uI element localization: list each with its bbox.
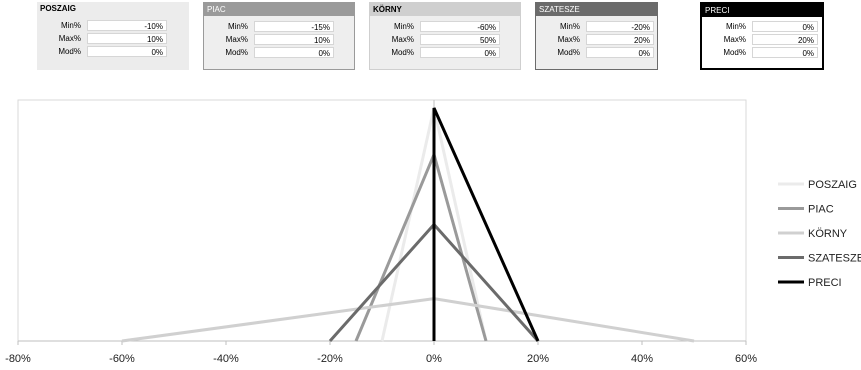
x-axis: -80% -60% -40% -20% 0% 20% 40% 60%	[5, 100, 757, 365]
series-line-preci	[432, 107, 540, 342]
param-value-input[interactable]: 20%	[586, 34, 654, 45]
param-label: Mod%	[391, 48, 414, 57]
legend-label: PIAC	[808, 204, 834, 216]
param-box-piac: PIAC Min% -15% Max% 10% Mod% 0%	[203, 2, 355, 70]
series-lines	[121, 107, 695, 343]
param-value-input[interactable]: 10%	[254, 34, 334, 45]
x-tick-label: 60%	[735, 353, 757, 365]
legend-label: PRECI	[808, 277, 842, 289]
series-line-körny	[121, 297, 695, 343]
param-value-input[interactable]: -10%	[87, 20, 167, 31]
param-label: Min%	[227, 22, 248, 31]
param-value-input[interactable]: 0%	[87, 46, 167, 57]
param-label: Min%	[559, 22, 580, 31]
param-box-poszaig: POSZAIG Min% -10% Max% 10% Mod% 0%	[37, 2, 189, 70]
legend-label: KÖRNY	[808, 228, 848, 240]
param-label: Mod%	[723, 48, 746, 57]
param-box-title: PRECI	[702, 4, 822, 17]
param-label: Max%	[723, 35, 746, 44]
param-label: Min%	[60, 21, 81, 30]
param-box-title: SZATESZE	[536, 3, 657, 16]
param-value-input[interactable]: 0%	[420, 47, 500, 58]
param-label: Mod%	[225, 48, 248, 57]
param-box-title: PIAC	[204, 3, 354, 16]
param-value-input[interactable]: -60%	[420, 21, 500, 32]
param-label: Max%	[225, 35, 248, 44]
legend-label: SZATESZE	[808, 253, 861, 265]
param-label: Max%	[557, 35, 580, 44]
param-box-preci: PRECI Min% 0% Max% 20% Mod% 0%	[700, 2, 824, 70]
param-box-szatesze: SZATESZE Min% -20% Max% 20% Mod% 0%	[535, 2, 658, 70]
param-value-input[interactable]: 0%	[254, 47, 334, 58]
x-tick-label: 40%	[631, 353, 653, 365]
param-label: Mod%	[557, 48, 580, 57]
param-value-input[interactable]: 20%	[752, 34, 818, 45]
x-tick-label: 20%	[527, 353, 549, 365]
param-box-title: KÖRNY	[370, 3, 520, 16]
legend-label: POSZAIG	[808, 179, 857, 191]
triangular-distribution-chart: -80% -60% -40% -20% 0% 20% 40% 60% POSZAIG PIAC K…	[5, 99, 861, 365]
param-label: Mod%	[58, 47, 81, 56]
param-value-input[interactable]: -20%	[586, 21, 654, 32]
legend: POSZAIG PIAC KÖRNY SZATESZE PRECI	[778, 179, 861, 289]
param-label: Min%	[393, 22, 414, 31]
param-value-input[interactable]: 0%	[752, 21, 818, 32]
x-tick-label: -60%	[109, 353, 135, 365]
param-label: Max%	[58, 34, 81, 43]
param-box-title: POSZAIG	[37, 2, 189, 15]
x-tick-label: -20%	[317, 353, 343, 365]
param-box-korny: KÖRNY Min% -60% Max% 50% Mod% 0%	[369, 2, 521, 70]
param-value-input[interactable]: 10%	[87, 33, 167, 44]
param-value-input[interactable]: 50%	[420, 34, 500, 45]
param-value-input[interactable]: 0%	[586, 47, 654, 58]
param-value-input[interactable]: -15%	[254, 21, 334, 32]
param-value-input[interactable]: 0%	[752, 47, 818, 58]
param-label: Min%	[725, 22, 746, 31]
x-tick-label: -40%	[213, 353, 239, 365]
x-tick-label: 0%	[426, 353, 442, 365]
param-label: Max%	[391, 35, 414, 44]
x-tick-label: -80%	[5, 353, 31, 365]
